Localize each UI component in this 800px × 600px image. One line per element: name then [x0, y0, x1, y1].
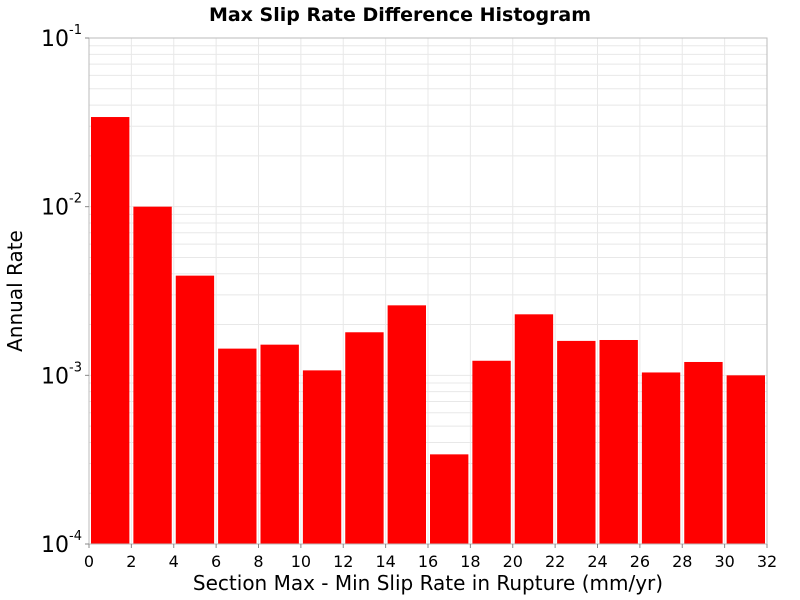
- x-tick-label: 6: [211, 552, 221, 571]
- histogram-bar: [726, 375, 765, 544]
- x-tick-label: 30: [714, 552, 734, 571]
- histogram-bar: [91, 117, 130, 544]
- bars: [91, 117, 765, 544]
- histogram-bar: [133, 206, 172, 544]
- y-tick-exponent: -4: [69, 529, 82, 544]
- histogram-bar: [345, 332, 384, 544]
- histogram-bar: [684, 361, 723, 544]
- x-tick-label: 22: [545, 552, 565, 571]
- x-tick-label: 18: [460, 552, 480, 571]
- x-tick-label: 14: [375, 552, 395, 571]
- x-axis-label: Section Max - Min Slip Rate in Rupture (…: [193, 571, 663, 595]
- histogram-bar: [175, 275, 215, 544]
- y-tick-label: 10: [41, 533, 69, 558]
- chart-title: Max Slip Rate Difference Histogram: [209, 4, 591, 26]
- histogram-bar: [641, 372, 681, 544]
- y-tick-label: 10: [41, 196, 69, 221]
- x-tick-label: 28: [672, 552, 692, 571]
- x-tick-label: 0: [84, 552, 94, 571]
- x-axis-ticks: 0 2 4 6 8 10 12 14 16 18 20 22 24 26 28 30 32: [84, 544, 777, 571]
- histogram-bar: [599, 339, 638, 544]
- x-tick-label: 24: [587, 552, 607, 571]
- histogram-bar: [430, 454, 469, 544]
- y-tick-exponent: -1: [69, 23, 82, 38]
- histogram-bar: [218, 348, 257, 544]
- histogram-bar: [472, 360, 511, 544]
- y-tick-label: 10: [41, 27, 69, 52]
- histogram-bar: [260, 344, 299, 544]
- histogram-bar: [302, 370, 342, 544]
- x-tick-label: 32: [757, 552, 777, 571]
- histogram-bar: [514, 314, 554, 544]
- x-tick-label: 26: [630, 552, 650, 571]
- y-axis-ticks: 10-410-310-210-1: [41, 23, 89, 558]
- y-axis-label: Annual Rate: [3, 230, 27, 352]
- x-tick-label: 12: [333, 552, 353, 571]
- x-tick-label: 10: [291, 552, 311, 571]
- x-tick-label: 8: [253, 552, 263, 571]
- y-tick-exponent: -3: [69, 360, 82, 375]
- y-tick-exponent: -2: [69, 192, 82, 207]
- histogram-bar: [387, 305, 426, 544]
- x-tick-label: 16: [418, 552, 438, 571]
- x-tick-label: 20: [503, 552, 523, 571]
- x-tick-label: 4: [169, 552, 179, 571]
- histogram-bar: [557, 340, 596, 544]
- x-tick-label: 2: [126, 552, 136, 571]
- y-tick-label: 10: [41, 364, 69, 389]
